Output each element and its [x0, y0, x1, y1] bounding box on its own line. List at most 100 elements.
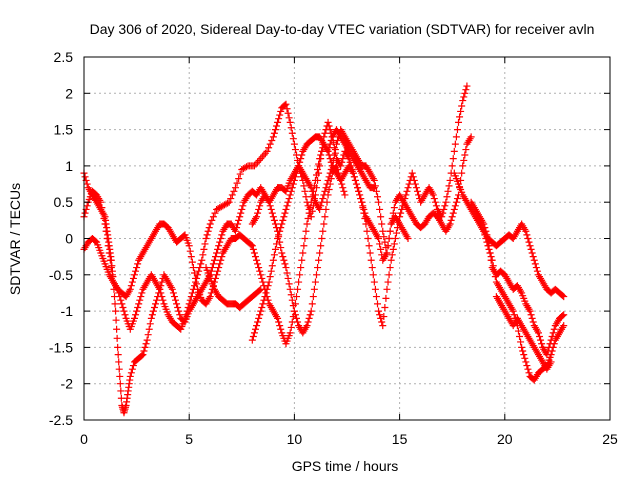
data-point — [210, 256, 218, 264]
data-point — [113, 325, 121, 333]
data-point — [374, 300, 382, 308]
data-point — [275, 318, 283, 326]
data-point — [212, 253, 219, 261]
data-point — [463, 82, 471, 90]
data-point — [455, 118, 463, 126]
data-point — [227, 195, 235, 203]
series-track-5 — [248, 162, 349, 337]
data-point — [458, 102, 466, 110]
data-point — [288, 296, 296, 304]
data-point — [412, 184, 420, 192]
data-point — [255, 205, 263, 213]
data-point — [559, 292, 567, 300]
data-point — [319, 195, 327, 203]
data-point — [277, 244, 285, 252]
data-point — [547, 358, 555, 366]
data-point — [294, 285, 302, 293]
data-point — [278, 220, 286, 228]
data-point — [443, 193, 451, 201]
data-point — [459, 97, 467, 105]
data-point — [324, 118, 332, 126]
data-point — [268, 209, 276, 217]
data-point — [290, 176, 298, 184]
data-point — [231, 184, 239, 192]
data-point — [560, 311, 568, 319]
data-point — [112, 307, 120, 315]
y-tick-label: 1.5 — [54, 122, 74, 138]
data-point — [204, 227, 212, 235]
data-point — [354, 184, 362, 192]
data-point — [293, 169, 301, 177]
data-point — [141, 343, 149, 351]
data-point — [559, 312, 567, 320]
data-point — [159, 296, 167, 304]
data-point — [112, 316, 120, 324]
data-point — [450, 147, 458, 155]
data-point — [408, 169, 416, 177]
data-point — [525, 238, 533, 246]
data-point — [456, 113, 464, 121]
data-point — [276, 238, 284, 246]
data-point — [370, 184, 378, 192]
data-point — [115, 365, 123, 373]
data-point — [441, 202, 449, 210]
data-point — [545, 343, 553, 351]
data-point — [377, 245, 385, 253]
data-point — [235, 175, 243, 183]
data-point — [301, 187, 309, 195]
x-tick-label: 0 — [80, 431, 88, 447]
data-point — [518, 343, 526, 351]
data-point — [274, 227, 282, 235]
data-point — [276, 322, 284, 330]
data-point — [451, 202, 459, 210]
data-point — [462, 86, 470, 94]
data-point — [289, 135, 297, 143]
data-point — [271, 220, 279, 228]
data-point — [281, 101, 289, 109]
data-point — [128, 365, 136, 373]
data-point — [378, 318, 386, 326]
data-point — [389, 209, 397, 217]
data-point — [452, 198, 460, 206]
data-point — [453, 126, 461, 134]
data-point — [307, 198, 315, 206]
data-point — [302, 227, 310, 235]
data-point — [117, 387, 125, 395]
data-point — [216, 260, 224, 268]
data-point — [467, 133, 475, 141]
y-tick-label: -2 — [61, 376, 74, 392]
data-point — [287, 187, 295, 195]
data-point — [336, 173, 344, 181]
data-point — [264, 282, 272, 290]
data-point — [382, 294, 390, 302]
data-point — [185, 242, 193, 250]
data-point — [295, 162, 303, 170]
data-point — [209, 260, 217, 268]
data-point — [335, 169, 343, 177]
data-point — [296, 158, 304, 166]
data-point — [127, 282, 135, 290]
data-point — [81, 209, 89, 217]
data-point — [316, 155, 324, 163]
data-point — [111, 300, 119, 308]
data-point — [429, 191, 437, 199]
data-point — [176, 311, 184, 319]
data-point — [174, 303, 182, 311]
data-point — [277, 325, 285, 333]
data-point — [352, 180, 360, 188]
data-point — [300, 242, 308, 250]
data-point — [258, 303, 266, 311]
data-point — [99, 209, 107, 217]
data-point — [144, 331, 152, 339]
data-point — [548, 333, 556, 341]
data-point — [560, 322, 568, 330]
data-point — [154, 293, 162, 301]
data-point — [457, 176, 465, 184]
data-point — [127, 369, 135, 377]
data-point — [332, 162, 340, 170]
data-point — [295, 278, 303, 286]
data-point — [254, 318, 262, 326]
data-point — [263, 285, 271, 293]
data-point — [116, 380, 124, 388]
